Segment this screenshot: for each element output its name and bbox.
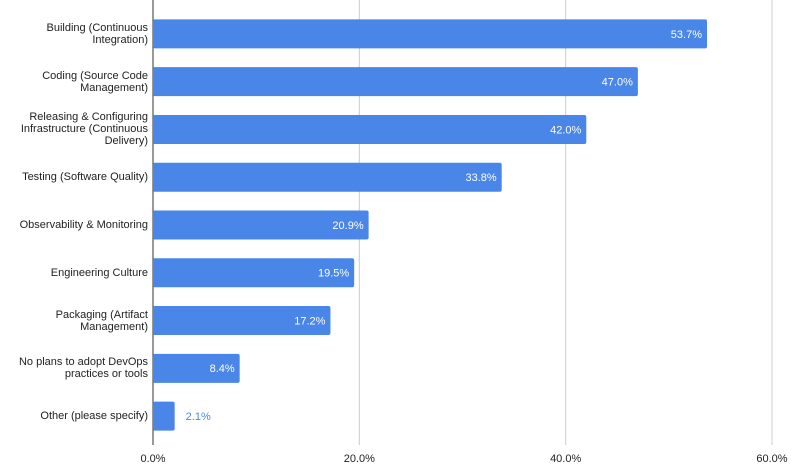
x-tick-label: 40.0% — [550, 453, 581, 465]
value-label: 47.0% — [602, 77, 633, 89]
bar — [153, 19, 708, 49]
bar — [153, 67, 638, 97]
category-label: Packaging (Artifact Management) — [55, 308, 148, 333]
bar — [153, 114, 587, 144]
category-label: No plans to adopt DevOps practices or to… — [18, 356, 148, 381]
bar — [153, 210, 369, 240]
category-label: Engineering Culture — [50, 266, 148, 279]
bar — [153, 306, 331, 336]
value-label: 8.4% — [210, 363, 235, 375]
category-label: Testing (Software Quality) — [22, 171, 148, 184]
category-label: Observability & Monitoring — [19, 219, 148, 231]
bar — [153, 353, 240, 383]
bar — [153, 162, 502, 192]
x-tick-label: 20.0% — [344, 453, 375, 465]
x-tick-label: 0.0% — [140, 453, 165, 465]
value-label: 17.2% — [294, 315, 325, 327]
category-label: Releasing & Configuring Infrastructure (… — [20, 111, 148, 148]
x-tick-label: 60.0% — [756, 453, 787, 465]
category-label: Coding (Source Code Management) — [42, 69, 148, 94]
category-label: Building (Continuous Integration) — [46, 21, 148, 46]
value-label: 53.7% — [671, 29, 702, 41]
value-label: 42.0% — [550, 124, 581, 136]
category-label: Other (please specify) — [40, 410, 148, 423]
bar — [153, 258, 355, 288]
value-label: 2.1% — [186, 411, 211, 423]
value-label: 19.5% — [318, 268, 349, 280]
value-label: 20.9% — [332, 220, 363, 232]
value-label: 33.8% — [466, 172, 497, 184]
bar — [153, 401, 175, 431]
